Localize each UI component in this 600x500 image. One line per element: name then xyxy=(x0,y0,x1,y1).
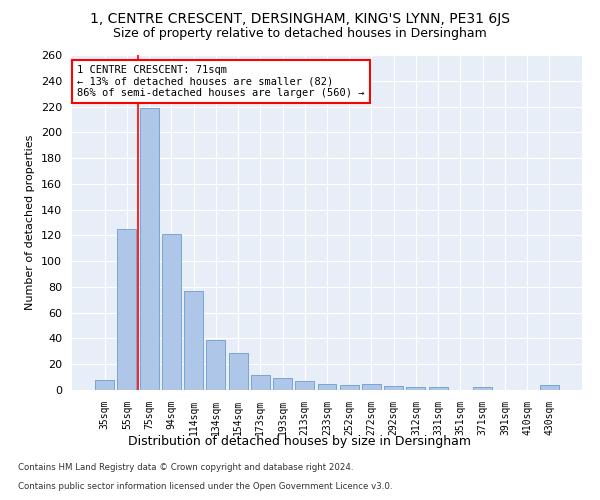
Text: 1, CENTRE CRESCENT, DERSINGHAM, KING'S LYNN, PE31 6JS: 1, CENTRE CRESCENT, DERSINGHAM, KING'S L… xyxy=(90,12,510,26)
Bar xyxy=(95,380,114,390)
Bar xyxy=(362,384,381,390)
Bar xyxy=(184,291,203,390)
Bar xyxy=(406,388,425,390)
Bar xyxy=(317,384,337,390)
Bar xyxy=(429,388,448,390)
Bar xyxy=(273,378,292,390)
Y-axis label: Number of detached properties: Number of detached properties xyxy=(25,135,35,310)
Bar xyxy=(206,340,225,390)
Bar xyxy=(340,385,359,390)
Text: 1 CENTRE CRESCENT: 71sqm
← 13% of detached houses are smaller (82)
86% of semi-d: 1 CENTRE CRESCENT: 71sqm ← 13% of detach… xyxy=(77,65,365,98)
Bar xyxy=(229,352,248,390)
Text: Distribution of detached houses by size in Dersingham: Distribution of detached houses by size … xyxy=(128,435,472,448)
Bar xyxy=(473,388,492,390)
Bar xyxy=(140,108,158,390)
Bar xyxy=(295,381,314,390)
Text: Size of property relative to detached houses in Dersingham: Size of property relative to detached ho… xyxy=(113,28,487,40)
Text: Contains public sector information licensed under the Open Government Licence v3: Contains public sector information licen… xyxy=(18,482,392,491)
Bar xyxy=(540,385,559,390)
Bar xyxy=(162,234,181,390)
Bar xyxy=(384,386,403,390)
Bar xyxy=(118,229,136,390)
Bar xyxy=(251,374,270,390)
Text: Contains HM Land Registry data © Crown copyright and database right 2024.: Contains HM Land Registry data © Crown c… xyxy=(18,464,353,472)
